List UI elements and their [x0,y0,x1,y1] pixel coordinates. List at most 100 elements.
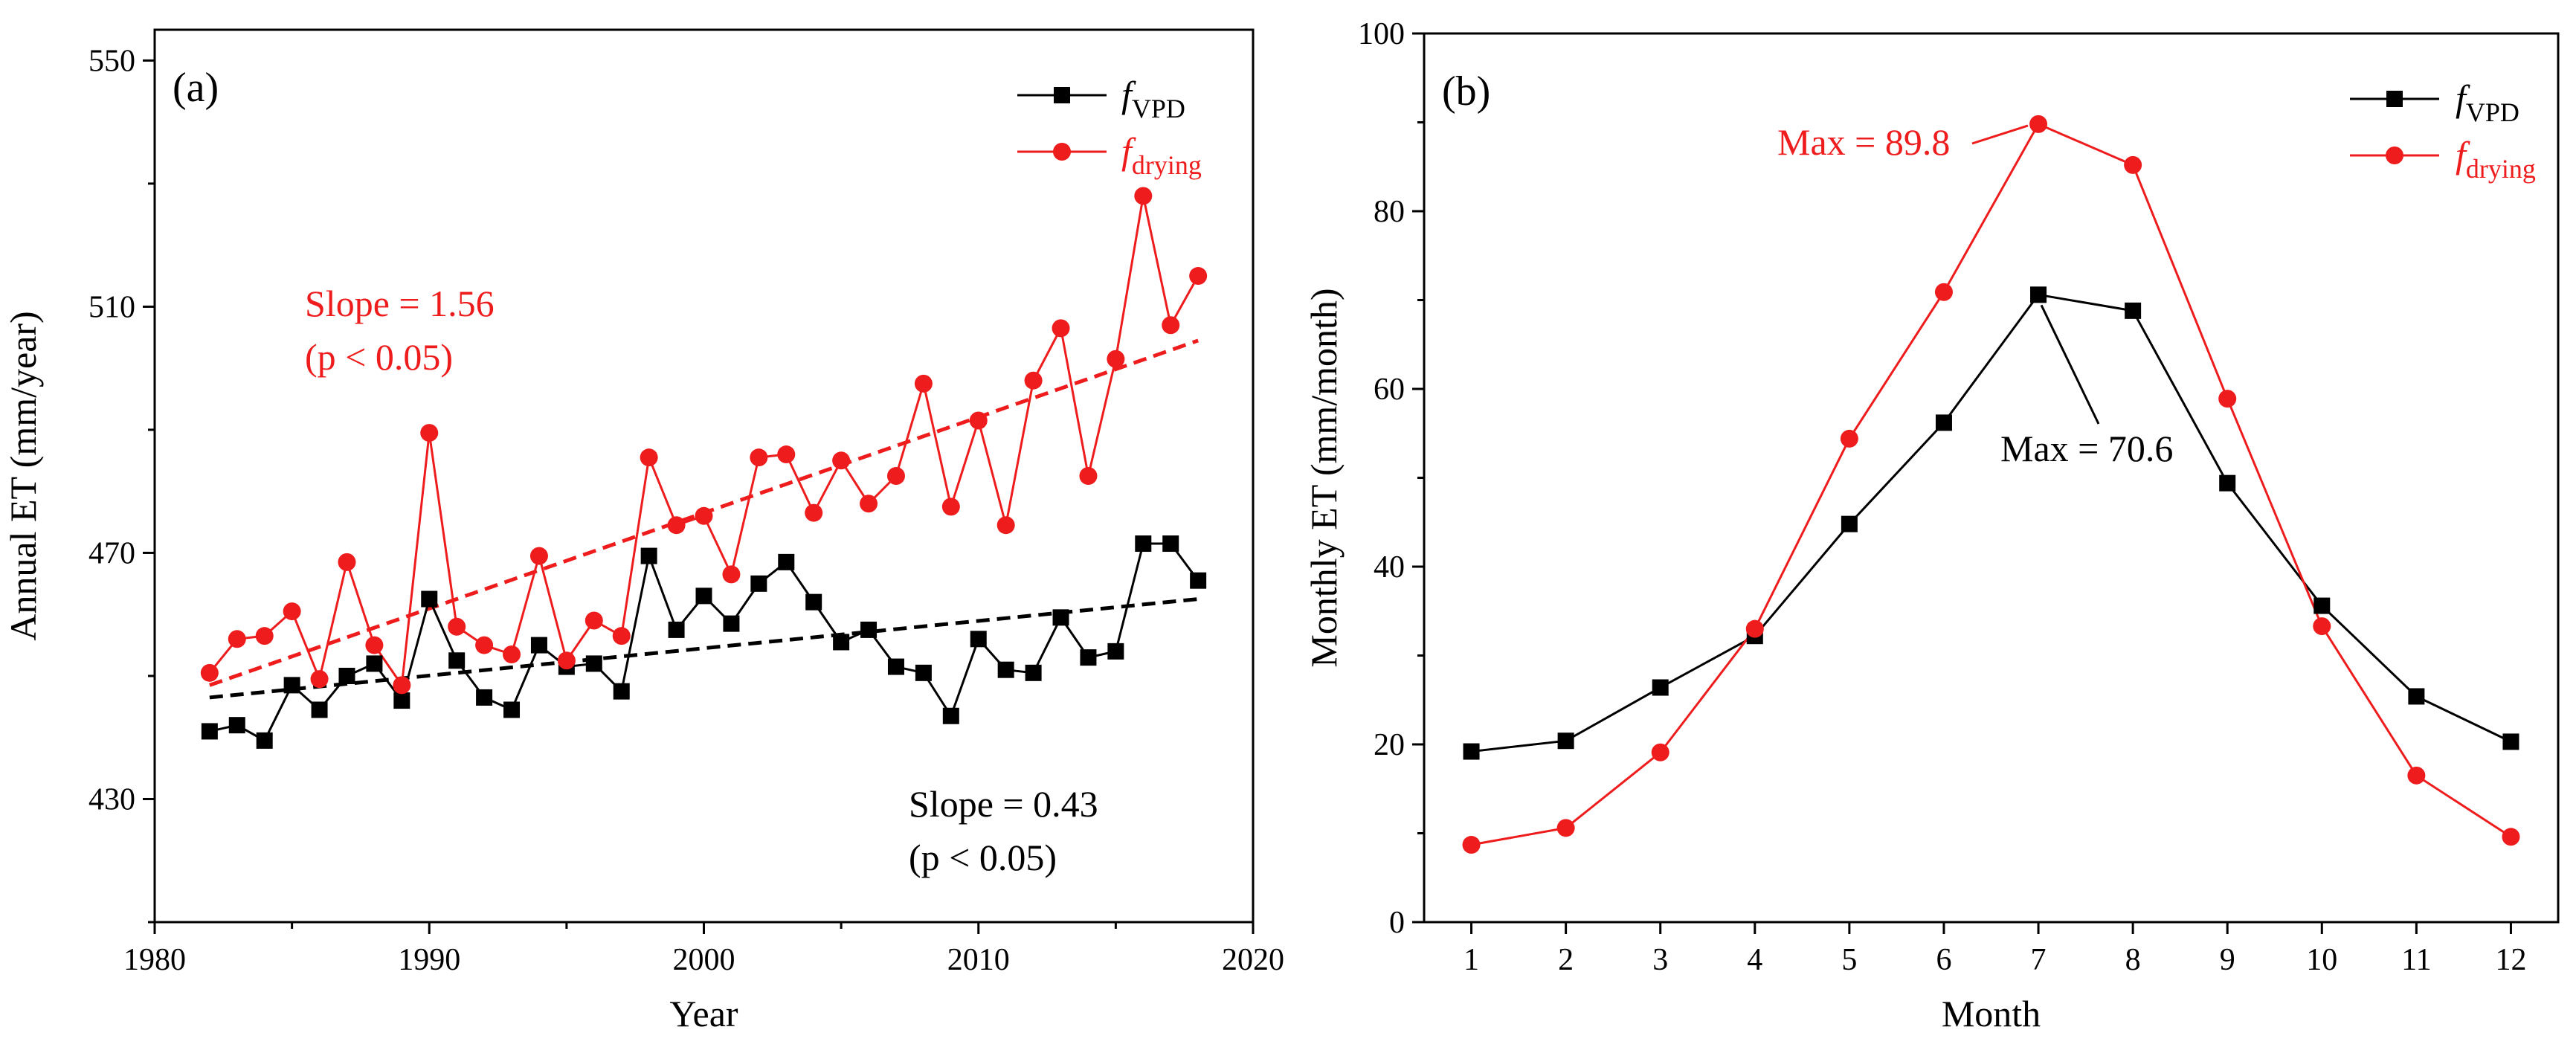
panel-label: (b) [1442,68,1490,115]
x-axis-title: Month [1942,993,2041,1034]
data-point-vpd [393,692,410,709]
data-point-vpd [887,658,904,675]
series-line-drying [1471,122,2512,846]
data-point-drying [228,630,246,648]
series-line-vpd [209,542,1200,742]
data-point-vpd [1190,572,1207,589]
data-point-drying [585,611,603,630]
data-point-drying [640,448,658,467]
data-point-drying [695,506,713,525]
panel-b-monthly-et-chart: 1 2 3 4 5 6 7 8 9 10 11 12020406080100MonthMonthly … [1303,17,2560,1034]
data-point-vpd [1135,535,1152,553]
data-point-drying [886,467,905,485]
data-point-drying [1651,743,1669,761]
data-point-vpd [613,683,630,700]
panel-label: (a) [173,65,219,111]
data-point-vpd [942,707,959,724]
data-point-vpd [2502,733,2519,750]
data-point-drying [200,663,219,682]
data-point-drying [448,617,466,636]
data-point-vpd [1052,609,1069,626]
data-point-vpd [2408,688,2425,705]
data-point-vpd [833,634,850,651]
data-point-drying [420,424,439,442]
data-point-vpd [503,701,521,718]
max-leader-drying [1971,124,2029,145]
data-point-vpd [915,664,932,681]
max-annotation-vpd: Max = 70.6 [2000,428,2173,469]
x-tick-label: 1990 [398,943,460,977]
y-tick-label: 470 [88,536,135,570]
data-point-vpd [421,590,438,608]
data-point-vpd [1652,679,1669,696]
data-point-vpd [366,655,383,672]
data-point-drying [996,516,1015,535]
data-point-vpd [1107,643,1124,660]
data-point-drying [503,645,521,663]
data-point-vpd [476,689,493,706]
x-tick-label: 9 [2220,943,2235,977]
x-tick-label: 5 [1841,943,1857,977]
data-point-drying [1745,619,1764,638]
y-tick-label: 60 [1374,373,1405,407]
data-point-vpd [778,553,795,570]
data-point-drying [1840,429,1858,448]
data-point-vpd [256,732,273,749]
data-point-vpd [695,587,712,605]
x-tick-label: 2010 [947,943,1010,977]
trend-line-vpd [209,597,1199,700]
y-tick-label: 80 [1374,195,1405,229]
series-line-vpd [1471,293,2512,753]
data-point-drying [365,636,384,654]
y-tick-label: 430 [88,782,135,817]
x-tick-label: 6 [1936,943,1951,977]
data-point-drying [969,411,988,430]
data-point-drying [557,651,576,670]
legend-subscript: drying [2466,154,2536,184]
y-axis-title: Monthly ET (mm/month) [1303,288,1345,667]
data-point-drying [941,497,960,516]
data-point-drying [338,553,356,571]
data-point-vpd [997,661,1014,678]
x-tick-label: 7 [2031,943,2047,977]
data-point-vpd [228,717,245,734]
data-point-vpd [311,701,328,718]
legend-marker-vpd [1054,87,1070,103]
x-tick-label: 2020 [1222,943,1284,977]
x-tick-label: 12 [2495,943,2526,977]
legend-marker-drying [1053,143,1071,161]
data-point-drying [612,627,631,645]
legend-label-vpd: fVPD [2456,77,2519,127]
slope-annotation: (p < 0.05) [305,336,453,378]
data-point-vpd [860,621,878,638]
data-point-drying [1462,836,1481,854]
data-point-drying [1934,283,1953,301]
data-point-drying [2407,766,2426,785]
data-point-drying [1024,371,1043,390]
data-point-vpd [723,615,740,632]
legend-subscript: drying [1132,150,1202,180]
data-point-vpd [970,631,987,648]
data-point-drying [2502,828,2520,846]
data-point-vpd [2125,302,2142,319]
data-point-vpd [2313,597,2331,614]
data-point-drying [1162,316,1180,335]
max-leader-vpd [2040,304,2100,425]
data-point-drying [2029,115,2048,133]
data-point-vpd [283,677,300,694]
data-point-vpd [1841,515,1858,532]
max-annotation-drying: Max = 89.8 [1777,121,1950,163]
data-point-drying [2124,155,2142,174]
data-point-vpd [1557,732,1574,750]
y-tick-label: 20 [1374,728,1405,762]
data-point-drying [750,448,768,467]
data-point-drying [667,516,686,535]
y-tick-label: 550 [88,44,135,78]
data-point-vpd [1025,664,1042,681]
plot-frame [1423,32,2560,924]
data-point-drying [475,636,494,654]
data-point-drying [310,670,329,689]
data-point-drying [914,374,933,393]
data-point-drying [1189,267,1208,286]
x-tick-label: 2 [1558,943,1574,977]
